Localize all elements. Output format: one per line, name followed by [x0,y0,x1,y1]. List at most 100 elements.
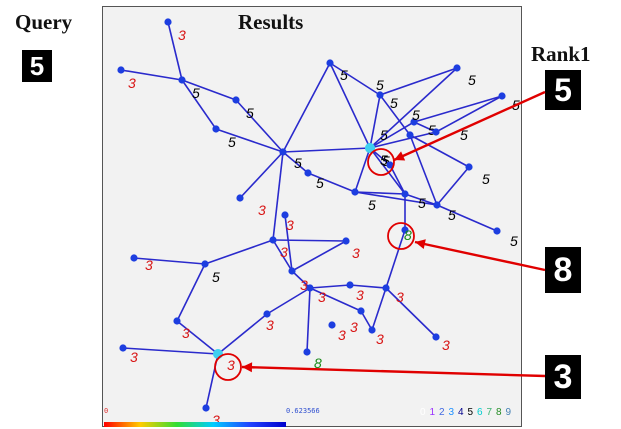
node-digit-label: 5 [428,122,436,138]
node-digit-label: 3 [258,202,266,218]
graph-edge [120,69,183,81]
graph-node [351,188,359,196]
graph-edge [360,310,373,331]
node-digit-label: 3 [266,317,274,333]
graph-node [173,317,181,325]
graph-edge [235,99,284,153]
graph-node [382,284,390,292]
graph-edge [369,121,415,149]
graph-edge [291,240,347,272]
node-digit-label: 5 [510,233,518,249]
node-digit-label: 5 [246,105,254,121]
graph-edge [176,263,206,322]
graph-node [433,201,441,209]
arrow-head [242,362,253,373]
rank1-thumbnail: 5 [545,70,581,110]
results-label: Results [238,10,304,34]
three-thumbnail: 3 [545,355,581,399]
graph-node [346,281,354,289]
graph-edge [354,191,438,206]
node-digit-label: 5 [212,269,220,285]
node-digit-label: 3 [178,27,186,43]
graph-edge [307,172,356,193]
graph-edge [436,204,498,232]
node-digit-label: 3 [442,337,450,353]
graph-edge [329,62,371,149]
graph-edge [409,134,470,168]
graph-edge [291,270,311,289]
graph-node [357,307,365,315]
node-digit-label: 5 [376,77,384,93]
graph-node [386,161,394,169]
graph-node [279,148,287,156]
pointer-arrow [393,90,546,162]
graph-edge [282,151,309,174]
graph-edge [282,147,371,153]
digit-legend-item: 3 [449,407,455,418]
graph-node [432,128,440,136]
graph-node [281,211,289,219]
node-digit-label: 3 [128,75,136,91]
graph-edge [204,239,274,265]
graph-node [288,267,296,275]
graph-edge [167,21,183,81]
node-digit-label: 3 [300,277,308,293]
graph-node [306,284,314,292]
node-digit-label: 3 [318,289,326,305]
digit-legend-item: 9 [506,407,512,418]
graph-edge [272,151,284,241]
node-digit-label: 5 [192,85,200,101]
digit-legend-item: 8 [496,407,502,418]
graph-node [365,143,375,153]
graph-node [117,66,125,74]
graph-node [401,226,409,234]
highlight-ring [367,148,395,176]
node-digit-label: 5 [380,152,388,168]
node-digit-label: 3 [227,357,235,373]
graph-node [498,92,506,100]
graph-node [328,321,336,329]
graph-node [406,131,414,139]
digit-legend-item: 2 [439,407,445,418]
graph-edge [413,121,437,133]
graph-node [303,348,311,356]
graph-node [164,18,172,26]
node-digit-label: 5 [382,153,390,169]
node-digit-label: 5 [380,127,388,143]
graph-node [178,76,186,84]
digit-legend-item: 6 [477,407,483,418]
graph-edge [122,347,219,355]
node-digit-label: 5 [412,107,420,123]
graph-edge [409,134,438,206]
graph-node [119,344,127,352]
node-digit-label: 3 [356,287,364,303]
node-digit-label: 3 [212,412,220,428]
graph-edge [389,164,406,195]
node-digit-label: 3 [376,331,384,347]
colorbar-max-label: 0.623566 [286,407,320,415]
pointer-arrow [414,240,546,272]
node-digit-label: 3 [130,349,138,365]
graph-edge [284,214,293,272]
graph-node [376,91,384,99]
colorbar-min-label: 0 [104,407,108,415]
graph-edge [329,62,381,96]
graph-node [368,326,376,334]
node-digit-label: 3 [338,327,346,343]
eight-thumbnail: 8 [545,247,581,293]
node-digit-label: 5 [390,95,398,111]
colorbar [104,422,286,427]
results-panel [102,6,522,427]
graph-edge [379,94,411,136]
digit-legend-item: 5 [468,407,474,418]
graph-edge [215,128,284,153]
node-digit-label: 3 [396,289,404,305]
graph-node [304,169,312,177]
graph-edge [436,166,470,206]
node-digit-label: 5 [468,72,476,88]
node-digit-label: 3 [145,257,153,273]
graph-edge [369,131,437,149]
graph-node [493,227,501,235]
digit-legend-item: 1 [430,407,436,418]
graph-node [401,190,409,198]
